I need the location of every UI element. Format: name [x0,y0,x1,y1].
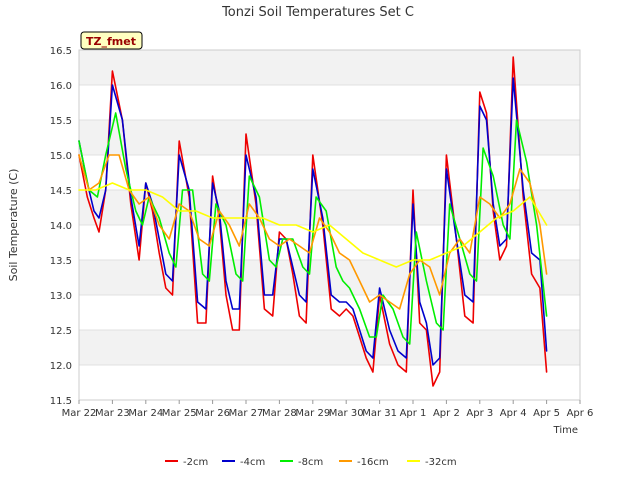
series-line-m16cm [78,154,548,310]
annotation-box: TZ_fmet [80,31,143,50]
x-tick-label: Apr 4 [500,408,527,419]
x-tick-label: Apr 5 [533,408,560,419]
grid-band [79,50,580,85]
legend-label: -16cm [357,457,389,468]
y-tick-label: 11.5 [50,396,72,407]
legend-label: -32cm [425,457,457,468]
x-tick-label: Apr 3 [466,408,493,419]
y-axis-label: Soil Temperature (C) [7,169,20,282]
legend-label: -8cm [298,457,323,468]
legend-label: -4cm [240,457,265,468]
x-tick-label: Mar 31 [362,408,397,419]
annotation-label: TZ_fmet [86,35,136,48]
x-tick-label: Mar 26 [195,408,230,419]
x-tick-label: Mar 30 [329,408,364,419]
series-line-m4cm [78,77,548,366]
grid-bands [79,50,580,400]
y-axis-ticks: 11.5 12.0 12.5 13.0 13.5 14.0 14.5 15.0 15.5 16.0… [50,46,72,407]
plot-frame [78,49,581,401]
y-tick-label: 13.0 [50,291,72,302]
x-tick-label: Mar 25 [162,408,197,419]
grid-band [79,120,580,155]
legend: -2cm -4cm -8cm -16cm -32cm [165,457,457,468]
grid-band [79,365,580,400]
x-tick-label: Mar 24 [128,408,163,419]
grid-band [79,85,580,120]
x-tick-label: Mar 28 [262,408,297,419]
x-tick-label: Mar 27 [229,408,264,419]
x-tick-label: Mar 22 [62,408,97,419]
y-tick-label: 13.5 [50,256,72,267]
y-tick-label: 12.5 [50,326,72,337]
series-lines [78,56,548,387]
series-line-m8cm [78,112,548,345]
y-tick-label: 14.5 [50,186,72,197]
y-tick-label: 14.0 [50,221,72,232]
y-tick-label: 15.5 [50,116,72,127]
x-axis-label: Time [553,425,578,436]
x-tick-label: Mar 23 [95,408,130,419]
x-tick-label: Apr 2 [433,408,460,419]
x-tick-label: Mar 29 [295,408,330,419]
grid-band [79,295,580,330]
grid-band [79,330,580,365]
y-tick-label: 16.5 [50,46,72,57]
y-tick-label: 15.0 [50,151,72,162]
y-tick-label: 12.0 [50,361,72,372]
x-tick-label: Apr 1 [400,408,427,419]
chart-title: Tonzi Soil Temperatures Set C [221,5,414,20]
y-tick-label: 16.0 [50,81,72,92]
series-line-m32cm [78,182,548,268]
x-tick-label: Apr 6 [567,408,594,419]
grid-band [79,155,580,190]
legend-label: -2cm [183,457,208,468]
